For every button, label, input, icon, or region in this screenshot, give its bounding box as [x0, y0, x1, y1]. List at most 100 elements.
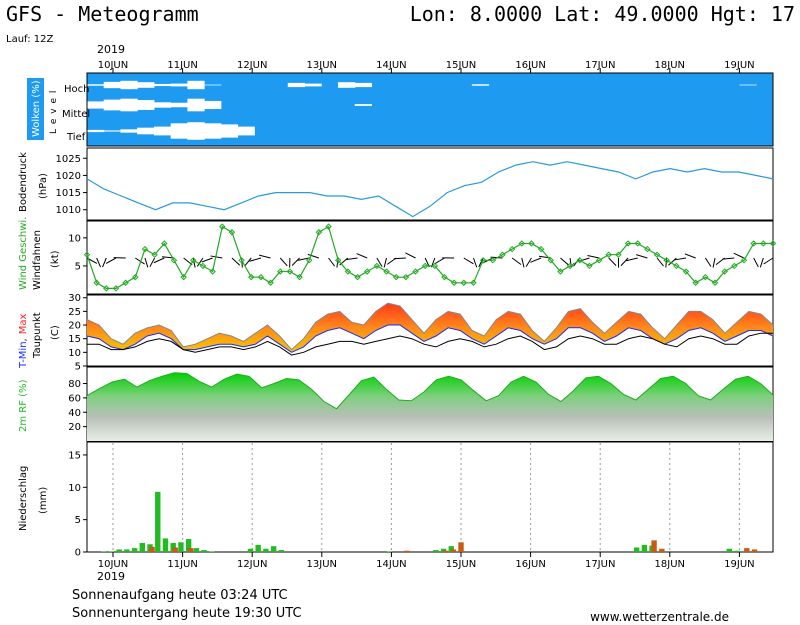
temp-tick-label: 5: [75, 362, 81, 373]
cloud-gap: [87, 84, 105, 86]
precip-bar-convective: [270, 546, 277, 552]
year-bottom: 2019: [97, 570, 125, 583]
wind-point: [421, 262, 429, 270]
wind-panel: Wind Geschwi. Windfahnen (kt) 5 10: [18, 217, 777, 295]
cloud-gap: [287, 82, 306, 88]
wind-point: [363, 268, 371, 275]
wind-point: [547, 257, 554, 264]
precipitation-grid: [112, 443, 740, 551]
wind-barb: [759, 257, 764, 268]
cloud-gap: [87, 101, 105, 109]
day-label-top: 18JUN: [655, 60, 685, 71]
wind-point: [335, 257, 342, 264]
day-label-top: 10JUN: [98, 60, 128, 71]
wind-point: [180, 273, 187, 281]
precip-bar-largescale: [450, 549, 456, 552]
precip-bar-convective: [193, 548, 200, 552]
pressure-tick-label: 1015: [56, 188, 81, 199]
precip-bar-convective: [101, 551, 107, 552]
temperature-unit: (C): [50, 325, 61, 340]
cloud-frame: [86, 72, 774, 147]
precip-tick-label: 5: [75, 515, 81, 526]
day-label-bottom: 14JUN: [376, 559, 406, 570]
precipitation-frame: [86, 441, 774, 553]
wind-barb: [704, 257, 712, 267]
pressure-axis-label: Bodendruck: [18, 152, 29, 212]
wind-point: [721, 268, 728, 275]
precip-bar-convective: [209, 551, 215, 552]
wind-barb: [231, 257, 241, 266]
wind-barb: [105, 257, 117, 264]
cloud-axis-label: Wolken (%): [31, 80, 42, 137]
wind-point: [257, 273, 265, 281]
temp-tick-label: 10: [68, 348, 81, 359]
cloud-gap: [204, 84, 222, 86]
cloud-gap: [739, 84, 757, 86]
wind-point: [557, 268, 564, 275]
day-label-bottom: 18JUN: [655, 559, 685, 570]
precip-bar-convective: [734, 550, 740, 552]
day-label-top: 11JUN: [167, 60, 197, 71]
day-label-bottom: 15JUN: [446, 559, 476, 570]
cloud-gap: [103, 99, 121, 111]
cloud-gap: [304, 83, 322, 87]
temp-tick-label: 30: [68, 293, 81, 304]
dewpoint-label: Taupunkt: [32, 312, 43, 359]
cloud-gap: [187, 98, 205, 112]
pressure-panel: Bodendruck (hPa) 1010 1015 1020 1025: [18, 147, 774, 221]
precip-bar-largescale: [751, 549, 758, 552]
cloud-gap: [354, 82, 372, 88]
wind-barb: [636, 254, 648, 259]
wind-barb: [297, 257, 310, 261]
precip-bar-convective: [131, 548, 138, 552]
wind-point: [653, 251, 661, 258]
wind-barb: [210, 255, 223, 259]
cloud-level-mid: Mittel: [62, 109, 90, 120]
cloud-gap: [153, 102, 172, 108]
rh-tick-label: 40: [68, 408, 81, 419]
wind-point: [103, 285, 110, 292]
wind-point: [682, 268, 690, 275]
precip-bar-convective: [201, 550, 207, 552]
tmax-line: [86, 302, 774, 351]
wind-tick-label: 5: [75, 261, 81, 272]
wind-barb: [620, 257, 629, 267]
wind-barb: [307, 253, 320, 259]
wind-barb: [356, 253, 368, 259]
wind-barb: [722, 257, 735, 260]
wind-barb: [196, 257, 204, 267]
day-label-bottom: 12JUN: [237, 559, 267, 570]
cloud-gap: [337, 82, 356, 88]
precip-bar-convective: [108, 551, 115, 552]
precip-tick-label: 10: [68, 483, 81, 494]
cloud-gap: [170, 83, 188, 87]
wind-barb: [733, 252, 745, 259]
precip-bar-largescale: [172, 547, 178, 552]
wind-point: [141, 245, 149, 253]
website-link[interactable]: www.wetterzentrale.de: [590, 610, 729, 624]
precip-bar-largescale: [404, 550, 410, 552]
day-label-top: 19JUN: [724, 60, 754, 71]
cloud-gap: [471, 84, 490, 86]
precip-bar-convective: [633, 547, 640, 552]
wind-barb: [153, 257, 165, 264]
humidity-axis-label: 2m RF (%): [18, 379, 29, 432]
wind-point: [412, 268, 419, 275]
year-top: 2019: [97, 43, 125, 56]
wind-ticks: 5 10: [68, 233, 87, 272]
wind-point: [325, 223, 332, 230]
temp-tick-label: 25: [68, 307, 81, 318]
wind-point: [383, 268, 390, 275]
cloud-gap: [204, 100, 222, 110]
wind-barb: [684, 253, 696, 259]
temperature-ticks: 5 10 15 20 25 30: [68, 293, 87, 373]
day-label-bottom: 17JUN: [585, 559, 615, 570]
wind-barb: [712, 257, 716, 268]
pressure-unit: (hPa): [38, 173, 49, 199]
wind-barb: [279, 257, 288, 267]
humidity-line: [86, 372, 774, 410]
wind-point: [209, 268, 216, 275]
pressure-tick-label: 1010: [56, 205, 81, 216]
wind-barb: [530, 257, 542, 263]
